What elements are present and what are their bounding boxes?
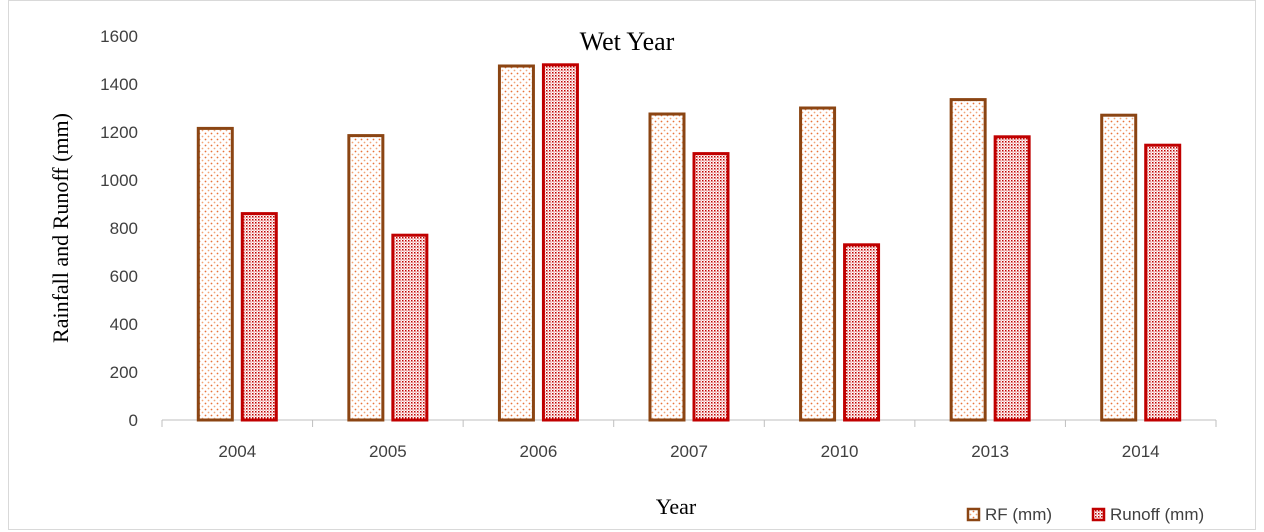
- y-axis-ticks: 0 200 400 600 800 1000 1200 1400 1600: [100, 27, 138, 430]
- bar-rf: [949, 98, 987, 422]
- x-tick-label: 2010: [821, 442, 859, 461]
- y-tick-label: 1400: [100, 75, 138, 94]
- legend-label-rf: RF (mm): [985, 505, 1052, 524]
- bar-runoff: [1144, 143, 1182, 422]
- chart-title: Wet Year: [580, 27, 675, 56]
- y-tick-label: 1000: [100, 171, 138, 190]
- legend-label-runoff: Runoff (mm): [1110, 505, 1204, 524]
- y-tick-label: 0: [129, 411, 138, 430]
- bar-rf: [196, 126, 234, 422]
- x-axis-title: Year: [656, 494, 697, 519]
- y-tick-label: 400: [110, 315, 138, 334]
- legend-swatch-rf: [966, 507, 981, 522]
- bar-runoff: [692, 152, 730, 422]
- bars: [196, 63, 1182, 422]
- y-tick-label: 600: [110, 267, 138, 286]
- x-tick-label: 2014: [1122, 442, 1160, 461]
- x-tick-label: 2005: [369, 442, 407, 461]
- bar-rf: [648, 112, 686, 422]
- legend-swatch-runoff: [1091, 507, 1106, 522]
- x-axis: 2004 2005 2006 2007 2010 2013 2014: [161, 419, 1217, 461]
- bar-runoff: [843, 243, 881, 422]
- y-tick-label: 800: [110, 219, 138, 238]
- y-axis-title: Rainfall and Runoff (mm): [48, 113, 73, 343]
- x-tick-label: 2006: [520, 442, 558, 461]
- bar-rf: [1100, 113, 1138, 422]
- x-tick-label: 2013: [971, 442, 1009, 461]
- bar-runoff: [993, 135, 1031, 422]
- x-tick-label: 2007: [670, 442, 708, 461]
- y-tick-label: 1600: [100, 27, 138, 46]
- bar-runoff: [391, 233, 429, 422]
- y-tick-label: 1200: [100, 123, 138, 142]
- bar-rf: [497, 64, 535, 422]
- legend: RF (mm) Runoff (mm): [966, 505, 1204, 524]
- bar-rf: [799, 106, 837, 422]
- bar-runoff: [541, 63, 579, 422]
- y-tick-label: 200: [110, 363, 138, 382]
- x-tick-label: 2004: [218, 442, 256, 461]
- bar-runoff: [240, 212, 278, 422]
- bar-rf: [347, 134, 385, 422]
